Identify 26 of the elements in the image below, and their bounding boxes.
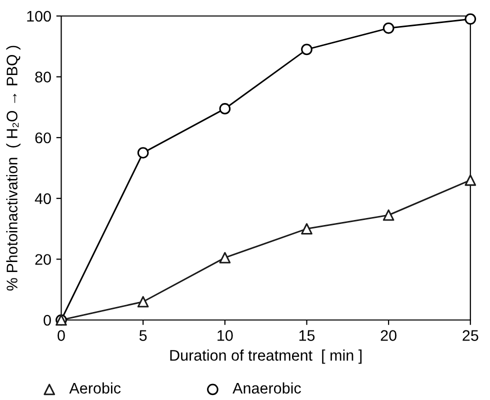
y-tick-label: 60	[35, 132, 51, 144]
legend-label: Aerobic	[69, 382, 121, 394]
y-tick-label: 100	[27, 10, 51, 22]
point	[464, 13, 476, 25]
y-tick-label: 20	[35, 254, 51, 265]
x-tick-label: 20	[380, 330, 396, 341]
x-tick-label: 10	[218, 330, 233, 341]
y-tick-label: 0	[44, 314, 51, 326]
point	[219, 103, 231, 114]
y-axis-title: % Photoinactivation ( H₂O → PBQ )	[6, 46, 20, 291]
x-tick-label: 25	[462, 330, 478, 341]
point	[464, 174, 476, 186]
point	[382, 209, 394, 221]
y-tick-label: 40	[34, 193, 51, 204]
x-tick-label: 15	[299, 330, 315, 341]
point	[137, 296, 149, 308]
x-axis-title: Duration of treatment [ min ]	[170, 350, 362, 364]
point	[219, 252, 231, 264]
y-tick-label: 80	[35, 72, 51, 82]
x-tick-label: 0	[58, 330, 65, 341]
legend-label: Anaerobic	[232, 382, 301, 394]
point	[301, 223, 312, 234]
point	[301, 44, 312, 56]
x-tick-label: 5	[139, 330, 147, 341]
point	[137, 147, 149, 158]
point	[382, 22, 394, 34]
